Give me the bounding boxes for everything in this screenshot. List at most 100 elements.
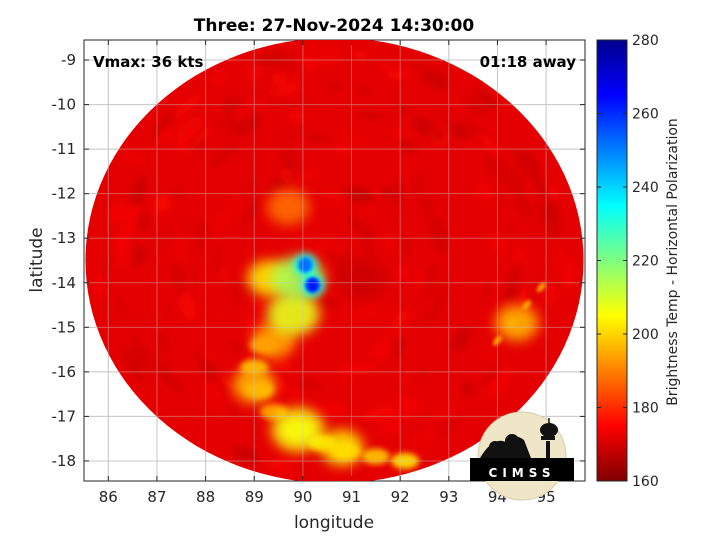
texture-patch [436,268,455,301]
texture-patch [396,104,411,116]
texture-patch [179,292,197,320]
x-tick-label: 87 [147,488,166,506]
texture-patch [322,190,346,206]
texture-patch [299,47,339,65]
texture-patch [213,73,225,83]
x-tick-label: 89 [245,488,264,506]
colorbar [596,39,628,482]
texture-patch [221,94,244,113]
convection-cell [320,429,364,466]
colorbar-tick-label: 280 [632,33,659,49]
x-tick-label: 91 [342,488,361,506]
texture-patch [355,110,386,121]
texture-patch [441,360,454,373]
texture-patch [150,110,177,139]
texture-patch [240,176,258,195]
texture-patch [390,420,429,438]
y-tick-label: -13 [52,229,77,247]
texture-patch [352,303,380,322]
texture-patch [390,309,410,330]
texture-patch [534,202,547,230]
texture-patch [199,360,223,383]
texture-patch [174,117,203,145]
texture-patch [258,72,271,82]
texture-patch [450,325,473,353]
texture-patch [230,112,265,137]
texture-patch [394,161,408,173]
texture-patch [463,124,479,140]
rainband-segment [391,452,420,469]
texture-patch [434,404,458,422]
texture-patch [492,157,515,192]
texture-patch [511,181,530,215]
texture-patch [270,384,308,402]
texture-patch [385,191,413,220]
texture-patch [342,300,357,317]
texture-patch [103,247,112,284]
swath-texture [95,47,576,474]
time-away-annotation: 01:18 away [480,53,577,71]
texture-patch [171,260,186,294]
texture-patch [183,127,211,155]
texture-patch [356,86,370,95]
texture-patch [331,133,369,150]
texture-patch [275,379,288,389]
texture-patch [411,172,431,192]
texture-patch [479,288,491,301]
texture-patch [155,331,171,353]
texture-patch [274,456,294,474]
texture-patch [449,121,469,140]
texture-patch [398,139,419,155]
texture-patch [482,115,503,136]
texture-patch [185,330,206,356]
texture-patch [241,198,260,227]
texture-patch [404,55,433,73]
texture-patch [402,234,413,257]
texture-patch [128,173,148,203]
texture-patch [130,243,146,267]
texture-patch [137,311,147,330]
texture-patch [115,228,128,267]
texture-patch [480,284,497,322]
texture-patch [359,421,384,430]
colorbar-tick-label: 160 [632,474,659,490]
texture-patch [277,56,309,73]
texture-patch [409,368,428,383]
texture-patch [155,194,173,211]
texture-patch [191,265,199,292]
texture-patch [136,211,151,233]
texture-patch [169,185,187,201]
texture-patch [155,124,173,145]
texture-patch [402,428,440,448]
colorbar-tick-label: 200 [632,327,659,343]
logo-text: CIMSS [489,466,556,480]
texture-patch [545,197,560,223]
y-tick-label: -17 [52,407,77,425]
convection-cell [266,291,320,336]
texture-patch [554,251,569,270]
texture-patch [194,219,209,252]
texture-patch [480,360,503,387]
texture-patch [382,309,394,321]
texture-patch [518,285,528,310]
texture-patch [213,138,234,158]
outer-band-segment [536,282,546,293]
texture-patch [423,270,441,301]
texture-patch [228,283,246,311]
texture-patch [123,203,139,238]
texture-patch [275,99,312,112]
y-tick-label: -11 [52,140,77,158]
texture-patch [487,367,513,398]
texture-patch [289,170,318,182]
texture-patch [504,219,514,240]
outer-band-segment [492,335,502,346]
texture-patch [314,402,348,417]
colorbar-tick-label: 220 [632,254,659,270]
texture-patch [432,416,463,437]
texture-patch [392,126,407,141]
y-tick-label: -9 [61,51,76,69]
texture-patch [481,134,499,156]
chart-title: Three: 27-Nov-2024 14:30:00 [194,16,475,36]
texture-patch [420,68,450,90]
